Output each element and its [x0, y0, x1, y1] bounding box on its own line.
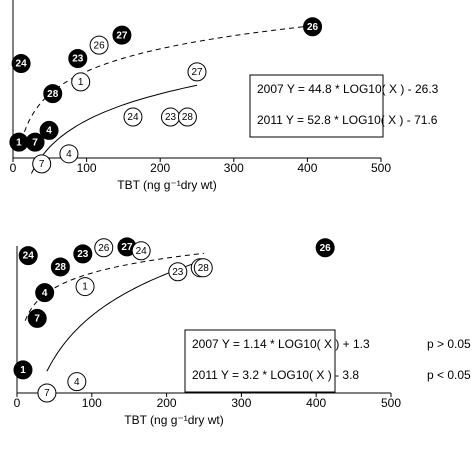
x-tick-label: 100: [82, 396, 102, 410]
point-label: 4: [74, 377, 80, 388]
point: [37, 383, 57, 403]
x-tick-label: 300: [231, 396, 251, 410]
point-label: 27: [116, 30, 128, 41]
point: [32, 154, 52, 174]
point-label: 27: [191, 67, 203, 78]
point-label: 23: [72, 54, 84, 65]
point-label: 23: [165, 112, 177, 123]
point: [193, 258, 213, 278]
point-label: 28: [198, 263, 210, 274]
point-label: 4: [66, 149, 72, 160]
x-tick-label: 500: [381, 396, 401, 410]
fit-curve: [21, 25, 308, 141]
point-label: 1: [82, 282, 88, 293]
point-label: 7: [32, 137, 38, 148]
x-tick-label: 200: [150, 161, 170, 175]
point: [35, 283, 55, 303]
point-label: 24: [23, 251, 35, 262]
point-label: 26: [307, 22, 319, 33]
point-label: 7: [39, 159, 45, 170]
point-label: 1: [16, 137, 22, 148]
point: [13, 360, 33, 380]
point: [123, 107, 143, 127]
point-label: 26: [94, 40, 106, 51]
x-tick-label: 500: [371, 161, 391, 175]
point-label: 28: [55, 262, 67, 273]
point: [39, 120, 59, 140]
point-label: 7: [34, 314, 40, 325]
point: [11, 54, 31, 74]
annotation: p > 0.05: [427, 337, 471, 351]
point: [59, 144, 79, 164]
point: [75, 277, 95, 297]
point-label: 27: [121, 242, 133, 253]
point: [67, 372, 87, 392]
point-label: 23: [172, 267, 184, 278]
equation-box: [184, 329, 336, 393]
point: [68, 49, 88, 69]
x-axis-label: TBT (ng g⁻¹dry wt): [117, 178, 216, 192]
x-tick-label: 100: [77, 161, 97, 175]
point: [73, 244, 93, 264]
equation-label: 2007 Y = 1.14 * LOG10( X ) + 1.3: [192, 337, 370, 351]
point: [18, 246, 38, 266]
fit-curve: [24, 252, 205, 321]
annotation: p < 0.05: [427, 368, 471, 382]
x-tick-label: 300: [224, 161, 244, 175]
point: [131, 241, 151, 261]
point: [43, 84, 63, 104]
point: [303, 17, 323, 37]
point-label: 28: [182, 112, 194, 123]
x-tick-label: 0: [10, 161, 17, 175]
point-label: 28: [47, 89, 59, 100]
point-label: 7: [44, 388, 50, 399]
point: [94, 238, 114, 258]
point-label: 24: [127, 112, 139, 123]
point: [168, 262, 188, 282]
point: [315, 238, 335, 258]
x-tick-label: 200: [157, 396, 177, 410]
point-label: 23: [77, 249, 89, 260]
equation-box: [249, 74, 384, 138]
x-tick-label: 400: [306, 396, 326, 410]
point-label: 4: [46, 126, 52, 137]
equation-label: 2011 Y = 3.2 * LOG10( X ) - 3.8: [192, 368, 359, 382]
point-label: 1: [20, 365, 26, 376]
point: [112, 25, 132, 45]
x-axis-label: TBT (ng g⁻¹dry wt): [124, 413, 223, 427]
point: [27, 308, 47, 328]
point-label: 4: [42, 288, 48, 299]
equation-label: 2011 Y = 52.8 * LOG10( X ) - 71.6: [257, 113, 438, 127]
point: [50, 257, 70, 277]
point: [71, 72, 91, 92]
point-label: 24: [16, 59, 28, 70]
equation-label: 2007 Y = 44.8 * LOG10( X ) - 26.3: [257, 82, 439, 96]
point: [177, 107, 197, 127]
point-label: 24: [136, 246, 148, 257]
point-label: 26: [320, 243, 332, 254]
point: [9, 132, 29, 152]
point-label: 26: [98, 243, 110, 254]
x-tick-label: 0: [14, 396, 21, 410]
point-label: 1: [78, 77, 84, 88]
point: [187, 62, 207, 82]
point: [89, 35, 109, 55]
fit-curve: [46, 259, 205, 372]
x-tick-label: 400: [297, 161, 317, 175]
